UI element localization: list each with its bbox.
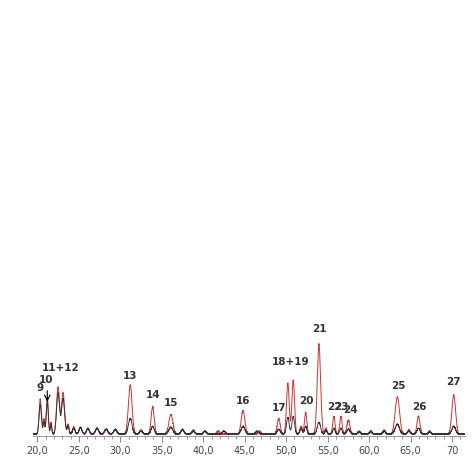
Text: 10: 10 [39,375,54,385]
Text: 26: 26 [411,401,426,411]
Text: 22: 22 [327,401,342,411]
Text: 23: 23 [335,401,349,411]
Text: 13: 13 [123,371,137,381]
Text: 11+12: 11+12 [42,363,80,373]
Text: 17: 17 [272,403,287,413]
Text: 20: 20 [299,396,313,406]
Text: 18+19: 18+19 [272,357,309,367]
Text: 21: 21 [312,324,327,334]
Text: 16: 16 [236,396,250,406]
Text: 27: 27 [447,377,461,387]
Text: 15: 15 [164,398,178,408]
Text: 25: 25 [391,381,405,391]
Text: 14: 14 [146,390,160,400]
Text: 24: 24 [344,405,358,415]
Text: 9: 9 [36,383,44,393]
